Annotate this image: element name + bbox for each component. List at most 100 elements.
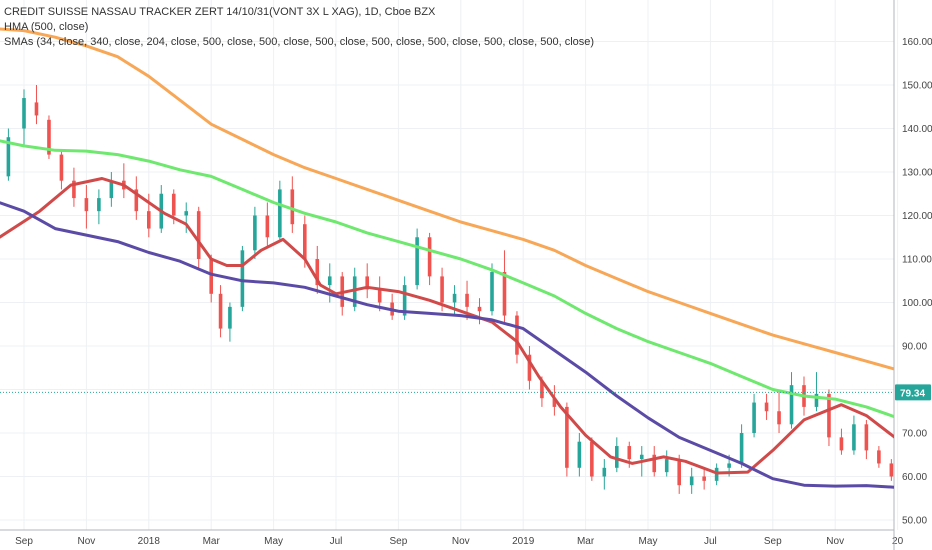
- candle: [615, 437, 619, 473]
- candle: [47, 115, 51, 159]
- candle-body: [228, 306, 232, 329]
- candle: [228, 302, 232, 342]
- y-tick-label: 160.00: [902, 37, 932, 48]
- candle: [278, 180, 282, 242]
- y-tick-label: 120.00: [902, 211, 932, 222]
- series-line: [0, 201, 894, 489]
- candle-body: [764, 402, 769, 412]
- candle-body: [702, 476, 706, 481]
- candle-body: [109, 180, 114, 199]
- candle-body: [59, 154, 64, 181]
- candle: [889, 459, 894, 481]
- candle-body: [327, 276, 332, 286]
- candle-body: [6, 137, 11, 177]
- candle: [6, 128, 11, 181]
- hma-legend-item: HMA (500, close): [4, 21, 89, 33]
- candle: [365, 263, 369, 299]
- candle-body: [652, 454, 657, 473]
- candle: [477, 298, 482, 325]
- candle: [839, 428, 844, 455]
- candle: [764, 393, 769, 420]
- candle-body: [440, 276, 444, 303]
- candle: [502, 250, 507, 325]
- candle: [134, 176, 139, 220]
- x-tick-label: May: [264, 536, 283, 547]
- y-tick-label: 110.00: [902, 255, 932, 266]
- candle: [265, 202, 270, 246]
- candle-body: [677, 459, 681, 486]
- candle: [490, 263, 494, 316]
- x-tick-label: Nov: [452, 536, 470, 547]
- candle: [577, 433, 582, 477]
- series-line: [0, 139, 894, 419]
- candle-body: [196, 211, 201, 259]
- x-tick-label: Mar: [577, 536, 595, 547]
- candle-body: [365, 276, 369, 290]
- y-tick-label: 50.00: [902, 516, 927, 527]
- candle: [377, 276, 382, 312]
- candle: [814, 372, 819, 412]
- candle: [240, 245, 245, 312]
- x-tick-label: 2019: [512, 536, 535, 547]
- candle: [59, 150, 64, 190]
- candle: [327, 263, 332, 303]
- candle: [664, 450, 669, 477]
- candle-body: [739, 433, 744, 464]
- candle-body: [590, 441, 594, 477]
- candle-body: [415, 237, 419, 286]
- symbol-title: CREDIT SUISSE NASSAU TRACKER ZERT 14/10/…: [4, 6, 436, 18]
- candle-body: [752, 402, 756, 433]
- candle: [777, 389, 781, 433]
- chart-legend: CREDIT SUISSE NASSAU TRACKER ZERT 14/10/…: [4, 5, 594, 50]
- candle: [196, 206, 201, 268]
- candle: [864, 419, 869, 460]
- candle: [209, 254, 213, 303]
- candle-body: [72, 180, 76, 199]
- candle-body: [147, 211, 151, 229]
- candle-body: [639, 454, 644, 460]
- candle-body: [209, 259, 213, 294]
- candle-body: [889, 463, 894, 477]
- candle-body: [352, 276, 357, 307]
- candle: [34, 85, 39, 125]
- candle-body: [290, 189, 295, 225]
- candle: [427, 232, 432, 286]
- candle: [752, 393, 756, 438]
- sma-legend-item: SMAs (34, close, 340, close, 204, close,…: [4, 36, 595, 48]
- candle-body: [218, 293, 223, 329]
- candle: [739, 424, 744, 468]
- candle-body: [827, 393, 831, 438]
- candle-body: [502, 272, 507, 316]
- candle-body: [134, 189, 139, 212]
- candle-body: [47, 119, 51, 155]
- candle: [109, 172, 114, 207]
- candle-body: [452, 293, 457, 303]
- y-tick-label: 70.00: [902, 429, 927, 440]
- candle-body: [22, 98, 26, 129]
- series-line: [0, 177, 894, 475]
- candle: [590, 437, 594, 481]
- y-tick-label: 150.00: [902, 81, 932, 92]
- candle-body: [402, 285, 407, 316]
- candle-body: [34, 102, 39, 116]
- candle-body: [789, 385, 794, 425]
- series-line: [0, 27, 894, 371]
- candle: [702, 467, 706, 490]
- candle-body: [240, 250, 245, 307]
- candle-body: [253, 215, 257, 251]
- candle-body: [814, 393, 819, 407]
- x-tick-label: Sep: [15, 536, 33, 547]
- candle-body: [689, 476, 694, 486]
- candle: [877, 446, 881, 468]
- candle-body: [664, 459, 669, 473]
- candle: [97, 189, 101, 225]
- y-tick-label: 90.00: [902, 342, 927, 353]
- candle: [84, 185, 89, 229]
- candle: [789, 372, 794, 429]
- candle-body: [171, 193, 176, 216]
- candle-body: [490, 272, 494, 312]
- candle: [527, 346, 532, 390]
- last-price-badge: [895, 384, 931, 401]
